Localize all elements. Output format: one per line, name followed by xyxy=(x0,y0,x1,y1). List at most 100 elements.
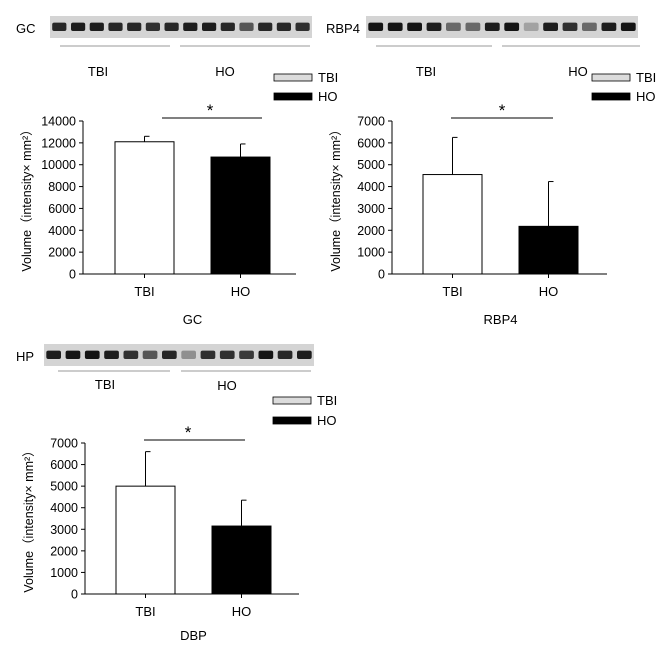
y-tick-label: 8000 xyxy=(48,180,76,194)
blot-band xyxy=(295,22,310,31)
blot-band xyxy=(202,22,217,31)
blot-band xyxy=(219,350,235,359)
legend-swatch xyxy=(273,73,313,82)
blot-band xyxy=(446,22,461,31)
blot-strip xyxy=(50,16,312,38)
blot-band xyxy=(277,350,293,359)
blot-band xyxy=(276,22,291,31)
x-tick-label: HO xyxy=(232,604,252,619)
blot-label: RBP4 xyxy=(326,21,360,36)
blot-band xyxy=(504,22,520,31)
bar-tbi xyxy=(114,141,175,275)
legend: TBI HO xyxy=(273,70,338,104)
blot-band xyxy=(104,350,119,359)
y-tick-label: 12000 xyxy=(41,136,76,150)
blot-band xyxy=(220,22,235,31)
blot-band xyxy=(239,22,254,31)
legend-swatch xyxy=(272,416,312,425)
legend-swatch xyxy=(591,73,631,82)
y-tick-label: 3000 xyxy=(50,523,78,537)
blot-label: GC xyxy=(16,21,36,36)
y-axis-label: Volume（intensity× mm²） xyxy=(329,123,343,271)
y-tick-label: 4000 xyxy=(357,180,385,194)
legend-label: TBI xyxy=(317,393,337,408)
y-tick-label: 5000 xyxy=(357,158,385,172)
legend: TBI HO xyxy=(591,70,656,104)
group-label: HO xyxy=(568,64,588,79)
y-tick-label: 6000 xyxy=(50,458,78,472)
blot-band xyxy=(108,22,123,31)
legend-label: HO xyxy=(317,413,337,428)
y-tick-label: 0 xyxy=(378,268,385,282)
legend-swatch xyxy=(272,396,312,405)
blot-band xyxy=(297,350,312,359)
x-tick-label: TBI xyxy=(135,604,155,619)
y-tick-label: 1000 xyxy=(50,566,78,580)
y-tick-label: 1000 xyxy=(357,246,385,260)
panel-2: RBP4 TBI HO TBI HO * 0 1000 2000 3000 4000 5000 6000… xyxy=(326,16,656,327)
bar-ho xyxy=(210,156,271,275)
blot-band xyxy=(258,22,273,31)
group-label: TBI xyxy=(95,377,115,392)
blot-band xyxy=(484,22,500,31)
blot-band xyxy=(127,22,142,31)
blot-band xyxy=(145,22,160,31)
x-axis-label: GC xyxy=(183,312,203,327)
y-tick-label: 6000 xyxy=(48,202,76,216)
x-tick-label: TBI xyxy=(134,284,154,299)
blot-band xyxy=(164,22,179,31)
blot-band xyxy=(46,350,61,359)
blot-band xyxy=(426,22,442,31)
y-tick-label: 5000 xyxy=(50,480,78,494)
blot-band xyxy=(407,22,422,31)
legend-swatch xyxy=(591,92,631,101)
blot-band xyxy=(582,22,597,31)
blot-band xyxy=(142,350,158,359)
significance-marker: * xyxy=(207,101,214,120)
blot-band xyxy=(84,350,100,359)
y-tick-label: 2000 xyxy=(50,544,78,558)
y-tick-label: 7000 xyxy=(357,115,385,129)
panel-1: GC TBI HO TBI HO * 0 2000 4000 6000 8000 10000 12000… xyxy=(16,16,338,327)
blot-band xyxy=(387,22,403,31)
blot-band xyxy=(71,22,86,31)
blot-background xyxy=(50,16,312,38)
blot-band xyxy=(258,350,274,359)
blot-band xyxy=(620,22,636,31)
x-axis-label: DBP xyxy=(180,628,207,643)
blot-band xyxy=(162,350,177,359)
legend-label: TBI xyxy=(636,70,656,85)
x-axis-label: RBP4 xyxy=(484,312,518,327)
y-tick-label: 2000 xyxy=(357,224,385,238)
significance-marker: * xyxy=(499,101,506,120)
panel-3: HP TBI HO TBI HO * 0 1000 2000 3000 4000 5000 6000 70… xyxy=(16,344,337,643)
y-axis-label: Volume（intensity× mm²） xyxy=(20,123,34,271)
blot-band xyxy=(200,350,216,359)
blot-background xyxy=(366,16,638,38)
y-tick-label: 2000 xyxy=(48,246,76,260)
x-tick-label: TBI xyxy=(442,284,462,299)
legend-label: HO xyxy=(318,89,338,104)
group-label: HO xyxy=(217,378,237,393)
blot-band xyxy=(181,350,196,359)
bar-ho xyxy=(518,225,579,275)
blot-band xyxy=(523,22,539,31)
blot-label: HP xyxy=(16,349,34,364)
blot-band xyxy=(239,350,254,359)
y-tick-label: 10000 xyxy=(41,158,76,172)
y-tick-label: 0 xyxy=(69,268,76,282)
group-label: TBI xyxy=(416,64,436,79)
blot-band xyxy=(183,22,198,31)
bar-tbi xyxy=(422,174,483,275)
blot-band xyxy=(89,22,104,31)
group-label: TBI xyxy=(88,64,108,79)
bar-tbi xyxy=(115,485,176,595)
y-axis-label: Volume（intensity× mm²） xyxy=(22,444,36,592)
legend: TBI HO xyxy=(272,393,337,428)
legend-label: HO xyxy=(636,89,656,104)
blot-band xyxy=(562,22,578,31)
x-tick-label: HO xyxy=(231,284,251,299)
y-tick-label: 7000 xyxy=(50,437,78,451)
blot-band xyxy=(52,22,67,31)
